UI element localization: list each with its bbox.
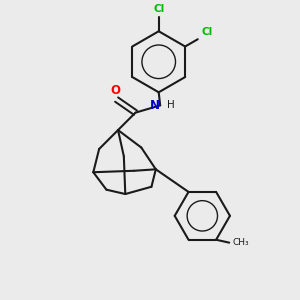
Text: H: H: [167, 100, 174, 110]
Text: Cl: Cl: [153, 4, 164, 14]
Text: O: O: [110, 84, 120, 97]
Text: N: N: [150, 99, 160, 112]
Text: CH₃: CH₃: [232, 238, 249, 247]
Text: Cl: Cl: [201, 27, 212, 37]
